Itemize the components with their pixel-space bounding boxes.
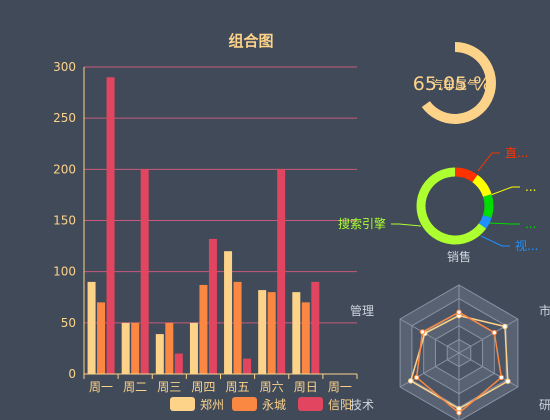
bar	[165, 322, 174, 374]
radar-indicator-label: 技术	[350, 398, 374, 412]
legend-label: 郑州	[200, 397, 224, 412]
donut-label: ...	[525, 180, 536, 194]
gauge-value: 65.05 %	[413, 73, 492, 95]
y-tick-label: 300	[53, 60, 76, 74]
x-tick-label: 周四	[191, 380, 215, 394]
donut-label: 直...	[505, 146, 528, 160]
x-tick-label: 周三	[157, 380, 181, 394]
legend-swatch	[298, 397, 323, 411]
y-axis: 0 50 100 150 200 250 300	[53, 60, 76, 381]
x-tick-label: 周六	[260, 380, 284, 394]
legend-swatch	[232, 397, 257, 411]
radar-point	[498, 374, 505, 381]
radar-spoke	[458, 318, 519, 354]
bar	[292, 292, 301, 374]
bar	[311, 281, 320, 374]
donut-label-line	[477, 152, 500, 172]
bar	[131, 322, 140, 374]
radar-point	[408, 378, 414, 384]
bar	[199, 284, 208, 374]
donut-slice	[454, 167, 478, 183]
radar-point	[491, 329, 498, 336]
legend-swatch	[170, 397, 195, 411]
radar-indicator-label: 市	[539, 303, 550, 318]
y-tick-label: 200	[53, 162, 76, 176]
gauge-arc	[421, 42, 496, 124]
bar	[208, 238, 217, 374]
radar-point	[502, 323, 508, 330]
bar	[301, 302, 310, 374]
x-tick-label: 周二	[123, 380, 147, 394]
radar-point	[413, 374, 420, 381]
bar	[174, 353, 183, 374]
radar-indicator-label: 研	[539, 398, 550, 412]
donut-slice	[478, 214, 492, 229]
radar-indicator-label: 管理	[350, 303, 374, 318]
y-tick-label: 100	[53, 265, 76, 279]
bar	[121, 322, 130, 374]
x-tick-label: 周一	[328, 380, 352, 394]
bar-marks	[87, 77, 320, 374]
legend-label: 永城	[262, 398, 286, 412]
radar-point	[505, 378, 511, 384]
x-axis: 周一 周二 周三 周四 周五 周六 周日 周一	[83, 373, 358, 394]
y-tick-label: 50	[61, 316, 76, 330]
legend-label: 信阳	[328, 398, 352, 412]
bar	[106, 77, 115, 374]
x-tick-label: 周五	[226, 380, 250, 394]
donut-label: 搜索引擎	[338, 216, 386, 231]
bar	[243, 358, 252, 374]
donut-slice	[416, 167, 487, 245]
radar-point	[456, 309, 462, 315]
donut-label: ...	[525, 217, 536, 231]
x-tick-label: 周一	[89, 380, 113, 394]
bar	[97, 302, 106, 374]
bar	[233, 281, 242, 374]
bar	[258, 290, 267, 374]
radar-indicator-label: 销售	[447, 249, 471, 264]
x-tick-label: 周日	[294, 380, 318, 394]
bar	[155, 334, 164, 374]
radar-point	[456, 410, 462, 416]
donut-label-line	[480, 235, 510, 247]
chart-title: 组合图	[228, 32, 273, 50]
donut-slice	[472, 174, 492, 198]
donut-label: 视...	[515, 238, 538, 253]
donut-chart: 直......... 视... 搜索引擎	[338, 146, 538, 253]
radar-point	[419, 329, 426, 335]
bar	[140, 169, 149, 374]
bar	[267, 292, 276, 374]
legend: 郑州 永城 信阳	[170, 397, 352, 412]
bar	[87, 281, 96, 374]
bar	[189, 322, 198, 374]
donut-label-line	[487, 222, 520, 225]
gauge-name: 汽车尾气	[431, 77, 479, 92]
bar	[277, 169, 286, 374]
radar-spoke	[399, 318, 460, 354]
donut-label-line	[487, 186, 520, 197]
y-tick-label: 250	[53, 111, 76, 125]
donut-label-line	[391, 223, 422, 227]
y-tick-label: 150	[53, 214, 76, 228]
donut-slice	[482, 194, 494, 218]
y-tick-label: 0	[68, 367, 76, 381]
bar	[224, 251, 233, 374]
